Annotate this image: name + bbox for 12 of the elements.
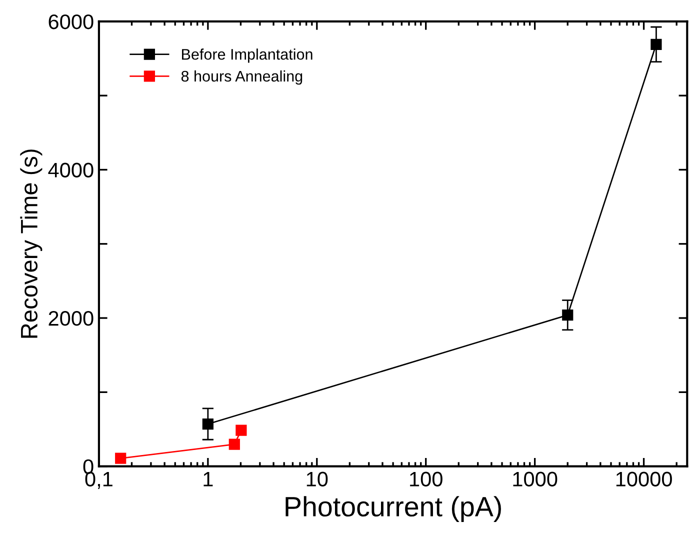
legend-label: 8 hours Annealing: [181, 70, 302, 85]
x-tick-label: 10: [306, 472, 328, 486]
y-axis-title: Recovery Time (s): [20, 150, 42, 338]
x-tick-label: 1000: [513, 472, 558, 486]
legend-label: Before Implantation: [182, 48, 312, 63]
y-tick-label: 4000: [48, 162, 94, 178]
x-tick-label: 1: [204, 472, 213, 486]
y-tick-label: 6000: [48, 14, 94, 30]
x-axis-title: Photocurrent (pA): [286, 496, 501, 522]
x-tick-label: 100: [410, 472, 442, 486]
y-tick-label: 2000: [48, 311, 94, 326]
x-tick-label: 10000: [616, 472, 672, 486]
